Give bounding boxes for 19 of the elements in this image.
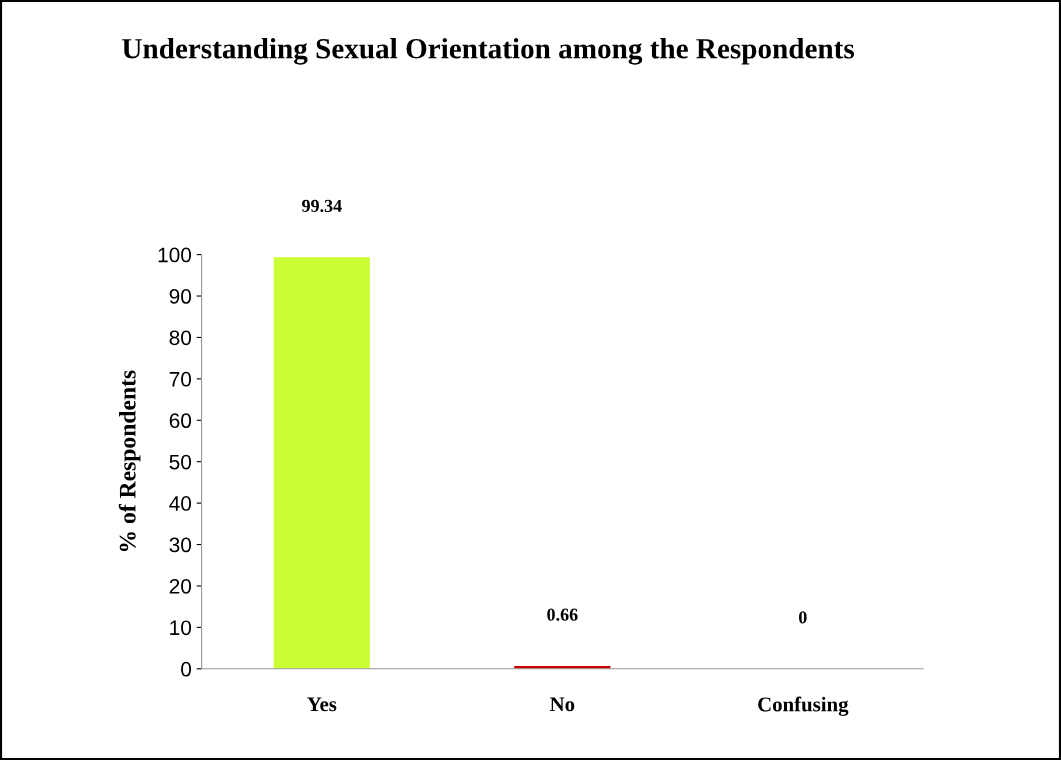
y-tick-label: 10	[170, 620, 192, 636]
x-tick-label: Yes	[307, 697, 337, 712]
data-label: 0	[799, 611, 807, 624]
y-tick-label: 90	[169, 289, 192, 304]
chart-title: Understanding Sexual Orientation among the Respondents	[122, 38, 855, 65]
y-axis-title: % of Respondents	[118, 370, 141, 552]
y-tick-label: 40	[169, 496, 192, 511]
y-tick-label: 100	[158, 247, 192, 263]
data-label: 0.66	[547, 608, 578, 621]
y-tick-label: 70	[169, 371, 192, 387]
y-tick-label: 80	[169, 330, 192, 346]
y-tick-label: 50	[169, 454, 192, 470]
x-tick-label: No	[550, 697, 575, 712]
y-tick-label: 0	[181, 661, 192, 677]
y-tick-label: 20	[169, 578, 192, 594]
y-tick-label: 30	[169, 537, 192, 553]
data-label: 99.34	[302, 199, 342, 213]
y-tick-label: 60	[169, 413, 192, 429]
x-tick-label: Confusing	[758, 696, 849, 716]
